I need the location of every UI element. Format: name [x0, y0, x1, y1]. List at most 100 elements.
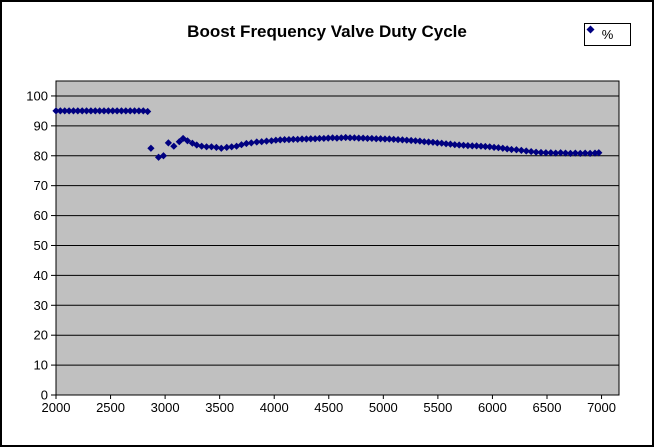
data-point — [503, 145, 511, 153]
data-point — [486, 143, 494, 151]
data-point — [359, 134, 367, 142]
data-point — [561, 149, 570, 157]
x-tick-label: 3000 — [151, 400, 180, 415]
data-point — [355, 134, 363, 142]
y-tick-label: 90 — [34, 118, 48, 133]
data-point — [586, 149, 594, 157]
data-point — [557, 149, 565, 157]
y-tick-label: 0 — [41, 388, 48, 403]
data-point — [481, 142, 489, 151]
data-point — [552, 149, 560, 157]
y-tick-label: 100 — [26, 88, 48, 103]
data-point — [237, 141, 246, 149]
data-point — [311, 135, 319, 143]
data-point — [403, 136, 411, 144]
data-point — [276, 136, 284, 144]
data-point — [595, 149, 603, 157]
y-tick-label: 40 — [34, 268, 48, 283]
x-tick-label: 2500 — [96, 400, 125, 415]
data-point — [285, 136, 293, 144]
x-tick-label: 5500 — [423, 400, 452, 415]
data-point — [202, 143, 211, 151]
data-point — [242, 139, 250, 148]
data-point — [78, 107, 86, 115]
data-point — [433, 139, 441, 147]
data-point — [183, 137, 192, 145]
legend: % — [584, 23, 631, 46]
data-point — [442, 140, 450, 148]
data-point — [262, 137, 271, 145]
data-point — [566, 149, 575, 157]
x-tick-label: 7000 — [587, 400, 616, 415]
data-point — [451, 141, 459, 149]
y-tick-label: 50 — [34, 238, 48, 253]
data-point — [61, 107, 69, 115]
data-point — [473, 142, 481, 150]
data-point — [494, 144, 503, 152]
data-point — [532, 148, 540, 156]
data-point — [144, 107, 152, 116]
data-point — [342, 133, 350, 142]
data-point — [170, 142, 178, 150]
data-point — [294, 135, 302, 143]
data-point — [350, 134, 359, 142]
data-point — [267, 137, 276, 145]
data-point — [164, 139, 172, 147]
data-point — [122, 107, 130, 115]
data-point — [571, 149, 579, 157]
data-point — [82, 107, 91, 115]
data-point — [307, 135, 315, 143]
data-point — [507, 145, 516, 154]
y-tick-label: 70 — [34, 178, 48, 193]
x-tick-label: 4000 — [260, 400, 289, 415]
data-point — [56, 107, 64, 115]
y-tick-label: 10 — [34, 358, 48, 373]
data-point — [537, 148, 545, 157]
data-point — [527, 147, 535, 156]
legend-diamond-shape — [586, 25, 595, 34]
data-point — [547, 149, 555, 157]
data-point — [258, 138, 266, 146]
data-point — [113, 107, 121, 115]
data-point — [253, 138, 261, 146]
data-point — [315, 134, 324, 143]
data-point — [87, 107, 95, 115]
data-point — [147, 144, 155, 152]
data-point — [477, 142, 485, 150]
data-point — [346, 134, 354, 142]
data-point — [490, 143, 498, 151]
data-point — [207, 143, 216, 151]
data-point — [459, 141, 468, 149]
data-point — [130, 107, 139, 115]
data-point — [91, 107, 99, 115]
data-point — [576, 149, 584, 157]
y-tick-label: 80 — [34, 148, 48, 163]
data-point — [517, 146, 525, 154]
data-point — [96, 107, 104, 115]
data-point — [542, 149, 550, 157]
data-point — [522, 147, 530, 155]
data-point — [298, 135, 306, 143]
data-point — [65, 107, 73, 115]
data-point — [69, 107, 78, 115]
data-point — [109, 107, 117, 115]
data-point — [217, 144, 225, 152]
data-point — [420, 138, 428, 146]
data-point — [368, 134, 376, 143]
data-point — [499, 144, 507, 152]
data-point — [398, 136, 407, 144]
data-point — [416, 137, 424, 145]
y-tick-label: 60 — [34, 208, 48, 223]
y-tick-label: 30 — [34, 298, 48, 313]
data-point — [289, 135, 297, 143]
data-point — [512, 146, 521, 154]
data-point — [159, 152, 168, 160]
data-point — [376, 135, 385, 143]
plot-area — [55, 80, 620, 396]
data-point — [411, 137, 420, 145]
data-point — [381, 135, 389, 143]
data-point — [429, 138, 437, 146]
data-point — [363, 134, 372, 143]
